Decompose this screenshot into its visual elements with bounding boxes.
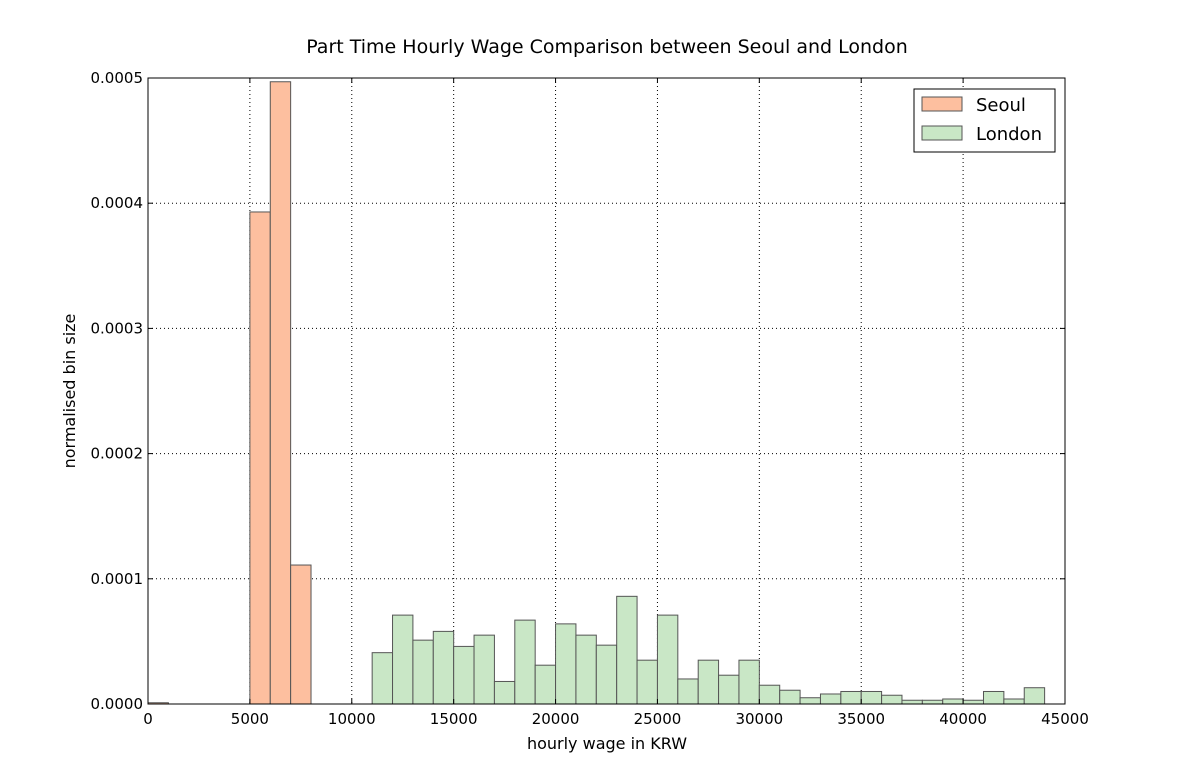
london-bar: [595, 644, 618, 705]
london-bar: [677, 678, 699, 705]
london-bar: [860, 690, 883, 705]
x-tick-label: 0: [143, 710, 153, 728]
seoul-bar: [269, 81, 292, 705]
london-bar: [656, 614, 679, 705]
legend-label-london: London: [976, 124, 1042, 145]
x-tick-label: 30000: [735, 710, 783, 728]
london-bar: [1023, 687, 1046, 705]
london-bar: [962, 699, 984, 705]
y-tick-label: 0.0004: [91, 194, 144, 212]
legend-label-seoul: Seoul: [976, 95, 1026, 116]
x-axis-title: hourly wage in KRW: [527, 734, 687, 753]
x-tick-label: 45000: [1041, 710, 1089, 728]
london-bar: [1003, 698, 1025, 705]
x-tick-label: 5000: [231, 710, 269, 728]
seoul-bar: [249, 211, 271, 705]
histogram-bars: [147, 81, 1046, 705]
x-tick-label: 15000: [430, 710, 478, 728]
london-bar: [514, 619, 536, 705]
london-bar: [982, 690, 1005, 705]
london-bar: [412, 639, 434, 705]
plot-area: [147, 77, 1066, 705]
london-bar: [697, 659, 720, 705]
london-bar: [473, 634, 495, 705]
london-bar: [392, 614, 414, 705]
plot-frame: [147, 77, 1066, 705]
london-bar: [901, 699, 923, 705]
london-bar: [738, 659, 760, 705]
axis-ticks: [147, 77, 1066, 705]
london-bar: [371, 652, 394, 705]
london-bar: [555, 623, 577, 705]
london-bar: [881, 694, 903, 705]
y-tick-label: 0.0003: [91, 319, 144, 337]
x-tick-label: 35000: [837, 710, 885, 728]
seoul-bar: [290, 564, 312, 705]
london-bar: [432, 630, 455, 705]
london-bar: [942, 698, 964, 705]
london-bar: [453, 645, 475, 705]
y-tick-label: 0.0000: [91, 695, 144, 713]
y-tick-label: 0.0005: [91, 69, 144, 87]
y-axis-title: normalised bin size: [60, 314, 79, 469]
london-bar: [819, 693, 842, 705]
x-tick-label: 40000: [939, 710, 987, 728]
london-bar: [534, 664, 557, 705]
y-tick-label: 0.0001: [91, 570, 144, 588]
london-bar: [799, 697, 821, 705]
london-bar: [840, 690, 862, 705]
chart-title: Part Time Hourly Wage Comparison between…: [306, 36, 908, 58]
london-bar: [758, 684, 781, 705]
london-bar: [493, 680, 516, 705]
x-tick-label: 20000: [532, 710, 580, 728]
x-axis-tick-labels: 0 5000 10000 15000 20000 25000 30000 35000 40000…: [143, 710, 1089, 728]
london-bar: [575, 634, 597, 705]
london-bar: [636, 659, 658, 705]
london-bar: [779, 689, 801, 705]
london-bar: [718, 674, 740, 705]
london-bar: [616, 595, 638, 705]
y-axis-tick-labels: 0.0000 0.0001 0.0002 0.0003 0.0004 0.0005: [91, 69, 144, 713]
legend-swatch-seoul: [921, 96, 963, 112]
legend-swatch-london: [921, 125, 963, 141]
x-tick-label: 10000: [328, 710, 376, 728]
y-tick-label: 0.0002: [91, 445, 144, 463]
x-tick-label: 25000: [634, 710, 682, 728]
london-bar: [921, 699, 944, 705]
legend: Seoul London: [913, 88, 1056, 153]
